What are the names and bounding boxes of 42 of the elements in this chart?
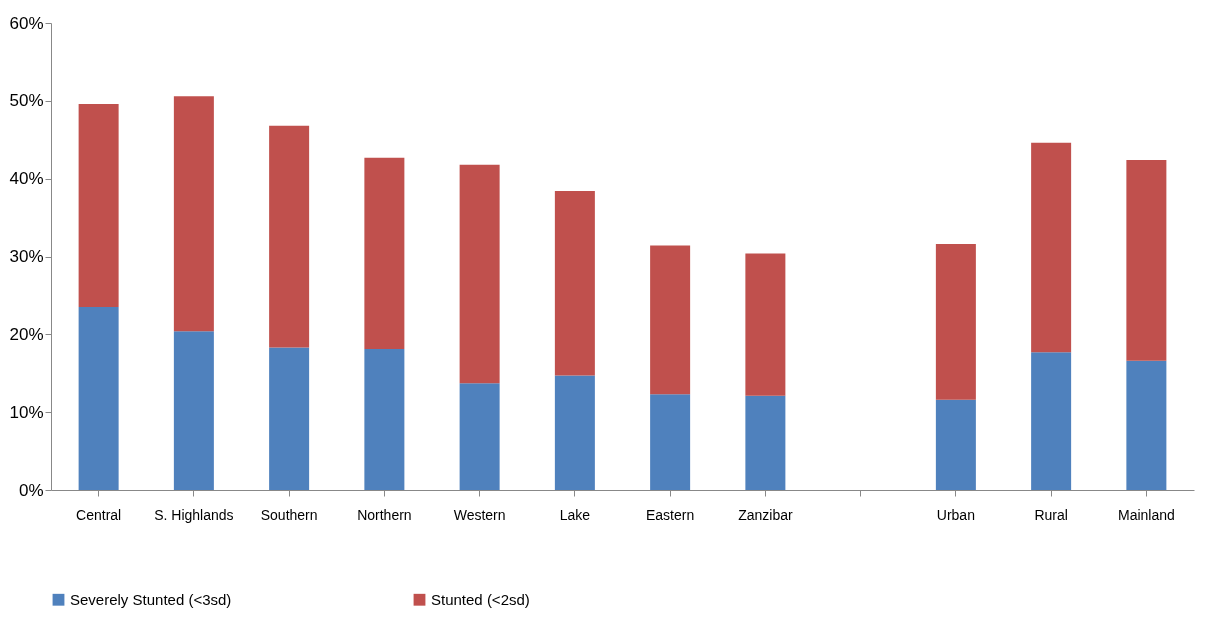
- bar: [1126, 159, 1167, 361]
- x-tick-label: Northern: [357, 506, 412, 523]
- y-tick-label: 0%: [18, 480, 44, 500]
- x-tick-label: Western: [453, 506, 506, 523]
- y-tick-label: 10%: [9, 402, 44, 422]
- bar: [1126, 360, 1167, 490]
- x-tick-label: S. Highlands: [154, 506, 234, 523]
- bar: [1031, 352, 1072, 490]
- bar: [78, 307, 119, 490]
- bar: [745, 395, 786, 490]
- bar: [650, 394, 691, 490]
- bar: [745, 253, 786, 396]
- bar: [1031, 142, 1072, 353]
- y-tick-label: 50%: [9, 91, 44, 111]
- bar: [935, 244, 976, 400]
- y-tick-label: 20%: [9, 324, 44, 344]
- y-tick-label: 40%: [9, 169, 44, 189]
- x-tick-label: Central: [76, 506, 122, 523]
- bar: [554, 375, 595, 490]
- bar: [173, 96, 214, 332]
- bar: [364, 157, 405, 350]
- x-tick-label: Lake: [559, 506, 591, 523]
- bar: [269, 125, 310, 348]
- bar: [269, 347, 310, 490]
- bar: [459, 164, 500, 384]
- bar: [650, 245, 691, 395]
- x-tick-label: Eastern: [646, 506, 695, 523]
- bar: [935, 399, 976, 490]
- bar: [173, 331, 214, 490]
- y-tick-label: 60%: [9, 13, 44, 33]
- legend-label: Stunted (<2sd): [431, 590, 530, 608]
- bar: [459, 383, 500, 490]
- x-tick-label: Southern: [260, 506, 318, 523]
- x-tick-label: Mainland: [1117, 506, 1175, 523]
- x-tick-label: Urban: [936, 506, 975, 523]
- y-tick-label: 30%: [9, 247, 44, 266]
- bar: [78, 103, 119, 308]
- x-tick-label: Rural: [1034, 506, 1068, 523]
- bar: [554, 191, 595, 376]
- legend-label: Severely Stunted (<3sd): [70, 590, 232, 608]
- x-tick-label: Zanzibar: [738, 506, 793, 523]
- bar: [364, 349, 405, 490]
